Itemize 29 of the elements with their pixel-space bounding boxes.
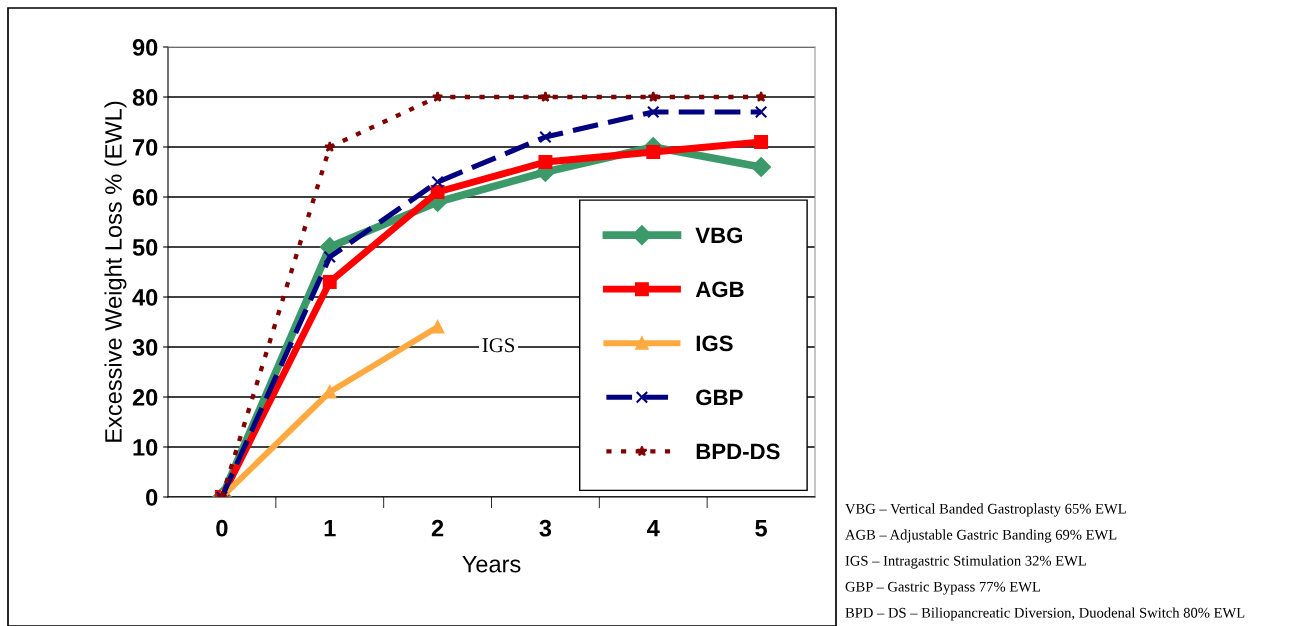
text: IGS – Intragastric Stimulation 32% EWL — [845, 555, 1086, 569]
x-tick-label: 5 — [755, 520, 767, 537]
y-tick-label: 0 — [146, 489, 158, 506]
text: GBP – Gastric Bypass 77% EWL — [845, 581, 1041, 595]
y-tick-label: 40 — [132, 289, 158, 306]
x-tick-label: 1 — [324, 520, 336, 537]
x-tick-label: 0 — [216, 519, 228, 537]
y-tick-label: 50 — [132, 239, 158, 256]
legend-label: IGS — [696, 335, 733, 352]
text: BPD – DS – Biliopancreatic Diversion, Duodenal Switch 80% EWL — [845, 607, 1245, 621]
legend-label: GBP — [696, 389, 743, 406]
legend-label: AGB — [695, 281, 744, 298]
legend-label: BPD-DS — [696, 443, 780, 460]
text: VBG – Vertical Banded Gastroplasty 65% EWL — [845, 503, 1126, 517]
y-tick-label: 20 — [132, 389, 158, 406]
legend-label: VBG — [695, 227, 743, 244]
y-tick-label: 30 — [132, 339, 158, 356]
x-axis-title: Years — [462, 555, 521, 573]
y-tick-label: 90 — [132, 39, 158, 56]
x-tick-label: 4 — [647, 520, 660, 537]
y-tick-label: 10 — [133, 439, 158, 456]
annotation: IGS — [482, 338, 515, 353]
y-axis-title: Excessive Weight Loss % (EWL) — [104, 101, 127, 442]
x-tick-label: 3 — [539, 519, 552, 537]
y-tick-label: 60 — [132, 189, 158, 206]
y-tick-label: 80 — [132, 89, 158, 106]
text: AGB – Adjustable Gastric Banding 69% EWL — [845, 529, 1117, 543]
y-tick-label: 70 — [133, 139, 158, 156]
x-tick-label: 2 — [431, 519, 444, 537]
